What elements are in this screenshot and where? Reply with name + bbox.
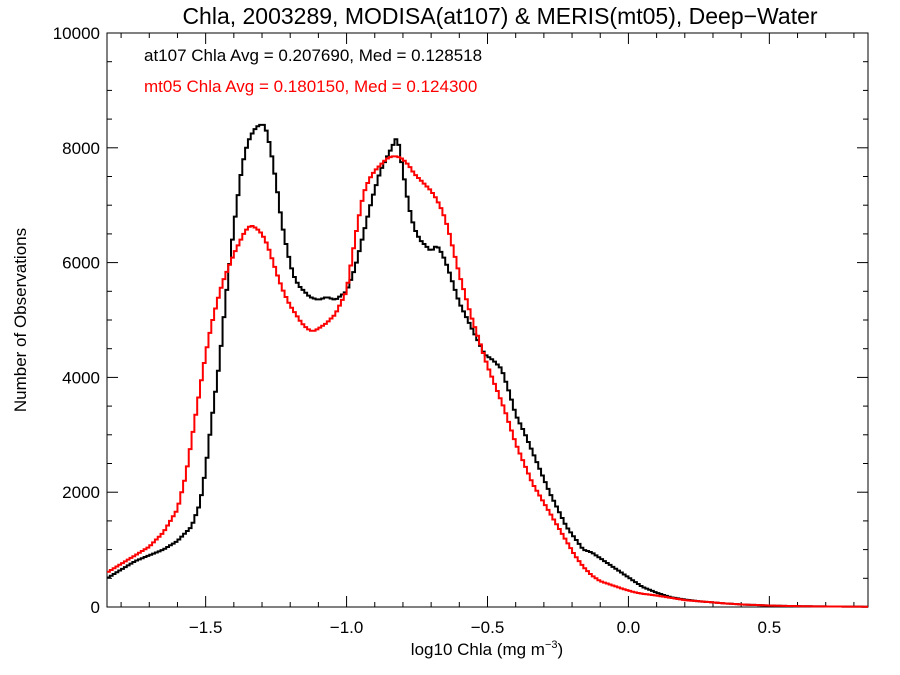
- x-axis-label-superscript: −3: [545, 639, 558, 651]
- x-tick-label-3: 0.0: [617, 618, 641, 637]
- chart-title: Chla, 2003289, MODISA(at107) & MERIS(mt0…: [182, 3, 817, 29]
- plot-frame: [106, 32, 869, 608]
- y-tick-label-4: 8000: [62, 139, 100, 158]
- y-axis-ticks: 0 2000 4000 6000 8000 10000: [53, 24, 868, 617]
- x-tick-label-2: −0.5: [471, 618, 505, 637]
- y-tick-label-5: 10000: [53, 24, 100, 43]
- x-axis-ticks: −1.5 −1.0 −0.5 0.0 0.5: [120, 33, 855, 637]
- x-axis-label-suffix: ): [558, 640, 564, 659]
- y-tick-label-0: 0: [91, 598, 100, 617]
- series-layer: [107, 123, 868, 608]
- x-tick-label-4: 0.5: [758, 618, 782, 637]
- y-tick-label-3: 6000: [62, 254, 100, 273]
- annotation-mt05-stats: mt05 Chla Avg = 0.180150, Med = 0.124300: [144, 77, 477, 96]
- series-line-1: [107, 155, 868, 608]
- x-tick-label-1: −1.0: [330, 618, 364, 637]
- y-axis-label: Number of Observations: [11, 228, 30, 412]
- y-tick-label-2: 4000: [62, 368, 100, 387]
- x-tick-label-0: −1.5: [189, 618, 223, 637]
- annotation-at107-stats: at107 Chla Avg = 0.207690, Med = 0.12851…: [144, 46, 482, 65]
- y-tick-label-1: 2000: [62, 483, 100, 502]
- x-axis-label: log10 Chla (mg m−3): [411, 639, 563, 659]
- x-axis-label-main: log10 Chla (mg m: [411, 640, 545, 659]
